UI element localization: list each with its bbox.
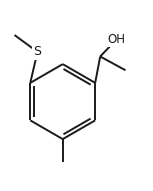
Text: OH: OH (107, 33, 125, 46)
Text: S: S (34, 45, 41, 58)
